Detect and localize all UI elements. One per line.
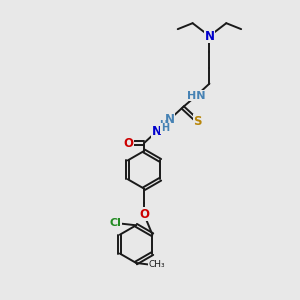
Text: N: N: [165, 113, 175, 126]
Text: N: N: [204, 30, 214, 43]
Text: O: O: [139, 208, 149, 221]
Text: N: N: [152, 125, 162, 138]
Text: Cl: Cl: [110, 218, 121, 228]
Text: H: H: [161, 123, 169, 133]
Text: CH₃: CH₃: [148, 260, 165, 269]
Text: HN: HN: [187, 91, 206, 100]
Text: S: S: [193, 115, 202, 128]
Text: H: H: [159, 120, 167, 130]
Text: O: O: [123, 136, 133, 150]
